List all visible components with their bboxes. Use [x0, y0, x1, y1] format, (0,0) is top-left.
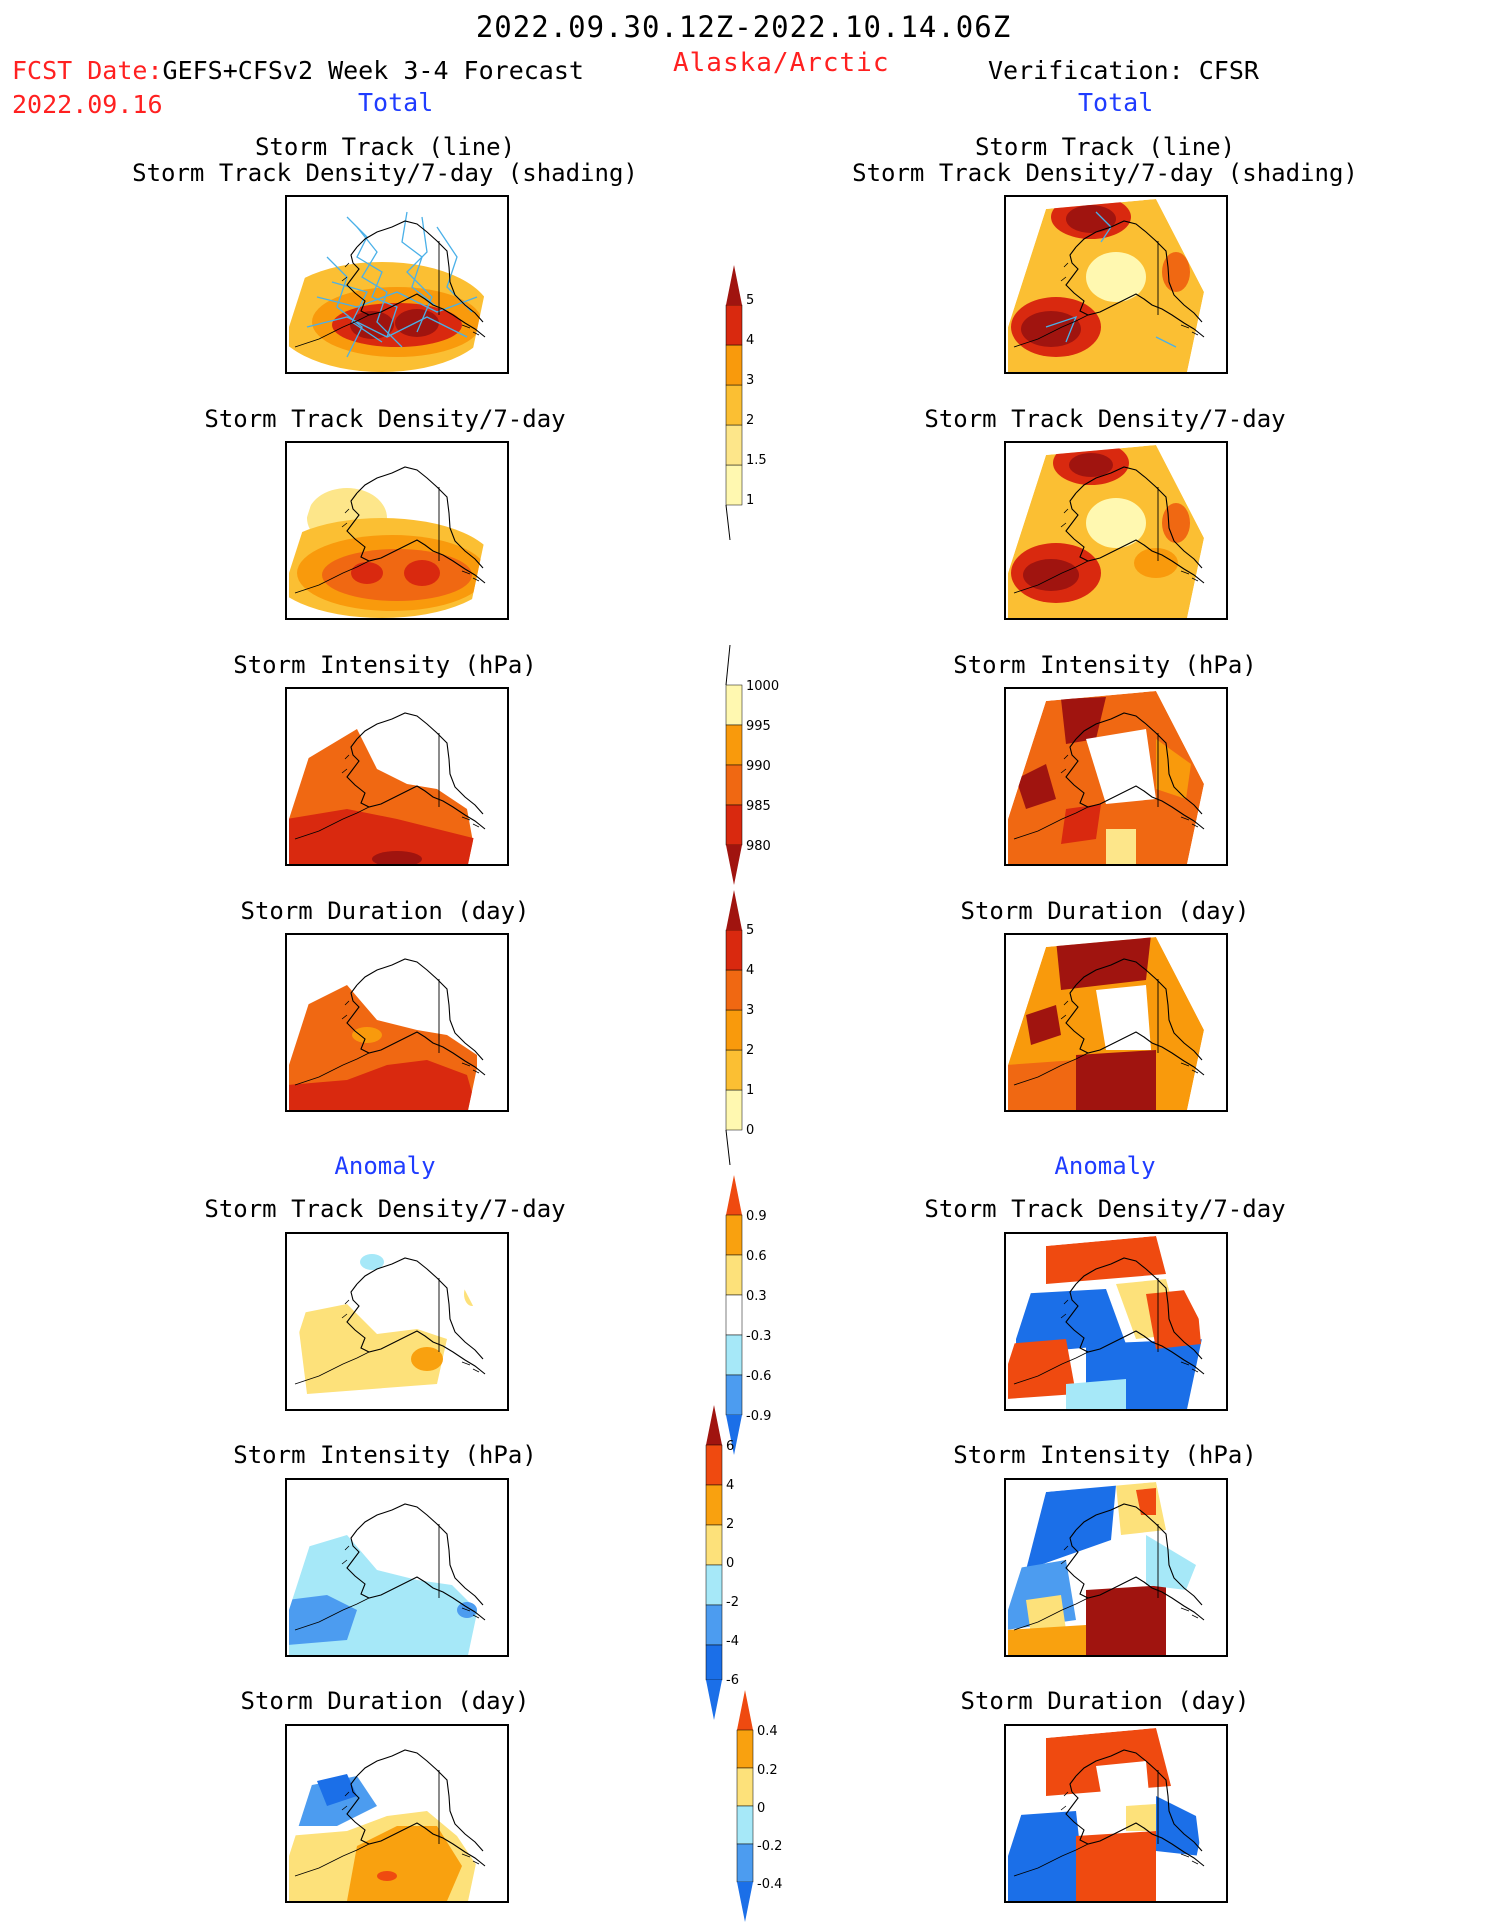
title-duration-right: Storm Duration (day) [960, 897, 1250, 925]
fcst-date-label: FCST Date: [12, 56, 163, 85]
tick-intensity-995: 995 [746, 719, 771, 734]
section-anomaly-left: Anomaly [334, 1152, 436, 1180]
tick-density-anom-0_6: 0.6 [746, 1249, 767, 1264]
tick-intensity-anom-2: 2 [726, 1517, 734, 1532]
tick-duration-anom-0_2: 0.2 [757, 1763, 778, 1778]
title-duration-anom-left: Storm Duration (day) [240, 1687, 530, 1715]
tick-density-3: 3 [746, 373, 754, 388]
title-intensity-anom-right: Storm Intensity (hPa) [953, 1441, 1257, 1469]
tick-density-1_5: 1.5 [746, 453, 767, 468]
tick-intensity-anom-4: 4 [726, 1478, 734, 1493]
tick-intensity-980: 980 [746, 839, 771, 854]
tick-duration-0: 0 [746, 1123, 754, 1138]
tick-duration-anom-0: 0 [757, 1801, 765, 1816]
map-density-anom-left [285, 1232, 509, 1411]
map-density-left [285, 441, 509, 620]
tick-intensity-990: 990 [746, 759, 771, 774]
map-intensity-anom-right [1004, 1478, 1228, 1657]
colorbar-duration-anom: 0.4 0.2 0 -0.2 -0.4 [733, 1690, 793, 1929]
tick-intensity-anom-m2: -2 [726, 1595, 739, 1610]
tick-intensity-anom-6: 6 [726, 1439, 734, 1454]
tick-density-anom-m0_6: -0.6 [746, 1369, 771, 1384]
title-density-right: Storm Track Density/7-day [924, 405, 1286, 433]
tick-duration-anom-m0_2: -0.2 [757, 1839, 782, 1854]
title-intensity-right: Storm Intensity (hPa) [953, 651, 1257, 679]
map-track-right [1004, 195, 1228, 374]
map-density-anom-right [1004, 1232, 1228, 1411]
tick-duration-anom-0_4: 0.4 [757, 1724, 778, 1739]
tick-intensity-1000: 1000 [746, 679, 779, 694]
map-duration-anom-left [285, 1724, 509, 1903]
map-duration-anom-right [1004, 1724, 1228, 1903]
map-intensity-left [285, 687, 509, 866]
title-density-anom-right: Storm Track Density/7-day [924, 1195, 1286, 1223]
forecast-period: 2022.09.30.12Z-2022.10.14.06Z [475, 10, 1012, 44]
tick-duration-1: 1 [746, 1083, 754, 1098]
map-density-right [1004, 441, 1228, 620]
title-track-shading-right: Storm Track Density/7-day (shading) [852, 159, 1358, 187]
tick-density-anom-0_3: 0.3 [746, 1289, 767, 1304]
region-label: Alaska/Arctic [673, 48, 890, 78]
title-density-anom-left: Storm Track Density/7-day [204, 1195, 566, 1223]
section-anomaly-right: Anomaly [1054, 1152, 1156, 1180]
tick-duration-4: 4 [746, 963, 754, 978]
tick-intensity-985: 985 [746, 799, 771, 814]
map-intensity-anom-left [285, 1478, 509, 1657]
colorbar-density-anom: 0.9 0.6 0.3 -0.3 -0.6 -0.9 [722, 1175, 782, 1464]
tick-density-anom-m0_3: -0.3 [746, 1329, 771, 1344]
tick-density-4: 4 [746, 333, 754, 348]
fcst-date: 2022.09.16 [12, 90, 163, 119]
title-track-line-right: Storm Track (line) [974, 133, 1236, 161]
section-total-right: Total [1078, 88, 1154, 117]
colorbar-intensity-total: 1000 995 990 985 980 [722, 644, 782, 894]
title-intensity-left: Storm Intensity (hPa) [233, 651, 537, 679]
colorbar-intensity-anom: 6 4 2 0 -2 -4 -6 [702, 1405, 762, 1729]
tick-duration-anom-m0_4: -0.4 [757, 1877, 782, 1892]
title-density-left: Storm Track Density/7-day [204, 405, 566, 433]
colorbar-density-total: 1 1.5 2 3 4 5 [722, 265, 782, 549]
title-intensity-anom-left: Storm Intensity (hPa) [233, 1441, 537, 1469]
tick-duration-5: 5 [746, 923, 754, 938]
tick-intensity-anom-m4: -4 [726, 1634, 739, 1649]
forecast-info: FCST Date:GEFS+CFSv2 Week 3-4 Forecast [12, 56, 584, 85]
tick-density-5: 5 [746, 293, 754, 308]
title-duration-anom-right: Storm Duration (day) [960, 1687, 1250, 1715]
colorbar-duration-total: 0 1 2 3 4 5 [722, 890, 782, 1174]
tick-duration-2: 2 [746, 1043, 754, 1058]
tick-density-anom-0_9: 0.9 [746, 1209, 767, 1224]
section-total-left: Total [358, 88, 434, 117]
tick-duration-3: 3 [746, 1003, 754, 1018]
tick-density-anom-m0_9: -0.9 [746, 1409, 771, 1424]
verification-label: Verification: CFSR [988, 56, 1259, 85]
title-track-line-left: Storm Track (line) [254, 133, 516, 161]
fcst-model: GEFS+CFSv2 Week 3-4 Forecast [162, 56, 584, 85]
title-duration-left: Storm Duration (day) [240, 897, 530, 925]
map-duration-right [1004, 933, 1228, 1112]
title-track-shading-left: Storm Track Density/7-day (shading) [132, 159, 638, 187]
tick-intensity-anom-0: 0 [726, 1556, 734, 1571]
tick-intensity-anom-m6: -6 [726, 1673, 739, 1688]
tick-density-1: 1 [746, 493, 754, 508]
map-track-left [285, 195, 509, 374]
map-duration-left [285, 933, 509, 1112]
tick-density-2: 2 [746, 413, 754, 428]
map-intensity-right [1004, 687, 1228, 866]
